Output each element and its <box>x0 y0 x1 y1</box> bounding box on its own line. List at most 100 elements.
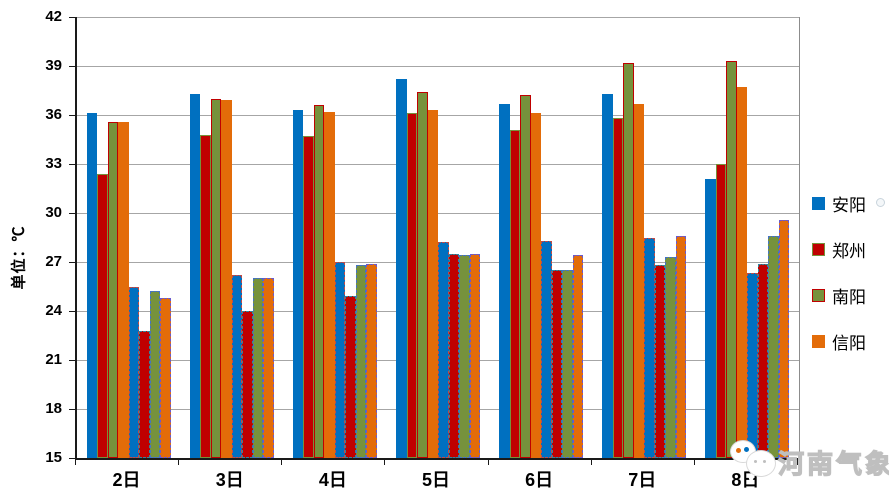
y-tick-mark <box>69 164 75 165</box>
bar-min-temp-南阳-2日 <box>149 291 161 458</box>
legend-marker-icon <box>812 288 825 302</box>
y-tick-mark <box>69 311 75 312</box>
bar-max-temp-南阳-7日 <box>623 62 634 458</box>
bar-max-temp-南阳-8日 <box>726 61 737 458</box>
y-tick-mark <box>69 66 75 67</box>
legend-item-郑州: 郑州 <box>812 236 866 262</box>
legend-label: 信阳 <box>832 333 866 353</box>
bar-max-temp-信阳-3日 <box>221 100 232 458</box>
x-tick-mark <box>75 459 76 465</box>
y-tick-mark <box>69 213 75 214</box>
legend-label: 安阳 <box>832 195 866 215</box>
bar-min-temp-安阳-4日 <box>334 262 346 458</box>
bar-min-temp-郑州-6日 <box>551 270 563 458</box>
watermark-dot <box>876 198 885 207</box>
y-tick-label: 42 <box>45 8 62 25</box>
x-tick-label: 7日 <box>628 470 657 490</box>
x-tick-mark <box>590 459 592 465</box>
gridline <box>77 114 799 116</box>
y-tick-label: 30 <box>45 204 62 221</box>
bar-min-temp-南阳-4日 <box>355 265 367 458</box>
bar-min-temp-郑州-8日 <box>757 263 769 458</box>
y-tick-label: 24 <box>45 302 62 319</box>
bar-max-temp-安阳-8日 <box>705 178 716 458</box>
bar-min-temp-信阳-3日 <box>263 278 274 458</box>
bar-max-temp-信阳-4日 <box>324 111 335 458</box>
bar-min-temp-信阳-2日 <box>160 297 171 458</box>
x-tick-mark <box>178 459 180 465</box>
bar-max-temp-南阳-4日 <box>313 105 325 458</box>
eye-dot-icon <box>763 460 766 463</box>
legend-label: 南阳 <box>832 287 866 307</box>
gridline <box>77 65 799 67</box>
y-tick-label: 27 <box>45 253 62 270</box>
y-tick-mark <box>69 360 75 361</box>
bar-min-temp-安阳-7日 <box>644 237 655 458</box>
y-tick-mark <box>69 458 75 459</box>
x-tick-label: 6日 <box>525 470 554 490</box>
bar-min-temp-郑州-7日 <box>654 265 666 458</box>
bar-min-temp-安阳-5日 <box>438 242 449 458</box>
bar-min-temp-南阳-7日 <box>665 257 676 458</box>
bar-max-temp-郑州-2日 <box>97 173 108 458</box>
legend-item-信阳: 信阳 <box>812 328 866 354</box>
gridline <box>77 163 799 165</box>
legend-item-安阳: 安阳 <box>812 190 866 216</box>
bar-min-temp-郑州-5日 <box>448 253 459 458</box>
y-tick-mark <box>69 17 75 18</box>
bar-max-temp-安阳-7日 <box>602 93 613 458</box>
bar-max-temp-安阳-5日 <box>396 79 407 458</box>
y-tick-label: 39 <box>45 57 62 74</box>
bar-max-temp-郑州-7日 <box>612 118 624 458</box>
bar-max-temp-安阳-6日 <box>499 103 510 458</box>
legend-item-南阳: 南阳 <box>812 282 866 308</box>
y-tick-label: 36 <box>45 106 62 123</box>
blue-dot-icon <box>744 447 749 452</box>
legend-marker-icon <box>812 242 825 256</box>
bar-min-temp-郑州-2日 <box>139 330 150 458</box>
y-tick-mark <box>69 409 75 410</box>
bar-max-temp-郑州-4日 <box>303 136 314 458</box>
y-tick-label: 15 <box>45 449 62 466</box>
x-tick-label: 5日 <box>421 470 450 490</box>
bar-max-temp-信阳-7日 <box>633 103 645 458</box>
y-tick-mark <box>69 262 75 263</box>
y-tick-label: 18 <box>45 400 62 417</box>
y-tick-mark <box>69 115 75 116</box>
bar-max-temp-郑州-6日 <box>509 129 521 458</box>
x-tick-mark <box>797 459 798 465</box>
bar-min-temp-南阳-8日 <box>768 235 779 458</box>
bar-min-temp-信阳-5日 <box>469 253 480 458</box>
bar-min-temp-安阳-2日 <box>128 286 140 458</box>
x-tick-mark <box>384 459 386 465</box>
watermark: 河南气象 <box>724 436 889 491</box>
y-tick-label: 33 <box>45 155 62 172</box>
x-tick-mark <box>693 459 695 465</box>
gridline <box>77 16 799 18</box>
bar-max-temp-安阳-2日 <box>86 113 98 458</box>
bar-min-temp-郑州-3日 <box>242 311 253 458</box>
chat-face-bubble-icon <box>746 450 776 477</box>
x-tick-mark <box>281 459 283 465</box>
gridline <box>77 212 799 214</box>
bar-max-temp-郑州-5日 <box>406 113 417 458</box>
bar-min-temp-信阳-4日 <box>366 263 377 458</box>
bar-max-temp-安阳-4日 <box>292 110 304 458</box>
bar-max-temp-信阳-8日 <box>736 87 748 458</box>
bar-min-temp-南阳-5日 <box>459 255 470 458</box>
bar-max-temp-郑州-3日 <box>200 134 211 458</box>
bar-min-temp-信阳-8日 <box>778 219 790 458</box>
bar-min-temp-安阳-6日 <box>541 240 552 458</box>
bar-max-temp-郑州-8日 <box>715 164 727 458</box>
bar-max-temp-南阳-6日 <box>520 95 531 458</box>
bar-max-temp-南阳-5日 <box>417 92 428 458</box>
bar-min-temp-南阳-3日 <box>252 278 264 458</box>
bar-min-temp-安阳-3日 <box>231 275 243 458</box>
x-tick-label: 2日 <box>112 470 141 490</box>
bar-max-temp-信阳-6日 <box>530 113 542 458</box>
plot-area <box>75 16 800 460</box>
bar-min-temp-安阳-8日 <box>747 273 758 458</box>
bar-min-temp-郑州-4日 <box>345 296 356 458</box>
x-tick-label: 3日 <box>215 470 244 490</box>
